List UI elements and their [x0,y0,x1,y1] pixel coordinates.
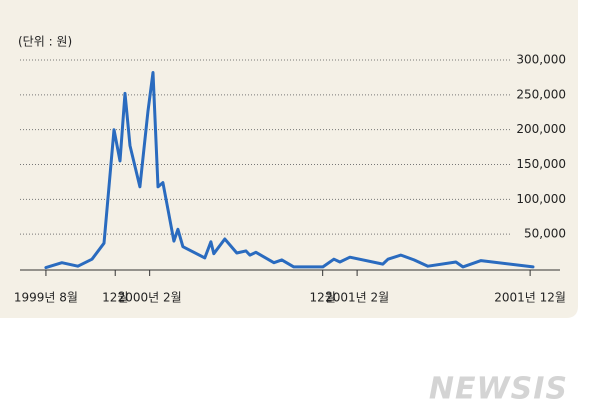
x-tick-label: 12월 [310,291,336,305]
y-tick-label: 300,000 [516,53,566,67]
y-tick-label: 250,000 [516,87,566,101]
x-tick-label: 12월 [102,291,128,305]
y-tick-label: 150,000 [516,157,566,171]
x-tick-label: 2000년 2월 [118,291,182,305]
chart-panel [0,0,578,318]
y-tick-label: 100,000 [516,192,566,206]
x-tick-label: 2001년 12월 [494,291,566,305]
y-tick-label: 200,000 [516,122,566,136]
x-tick-label: 2001년 2월 [325,291,389,305]
watermark: NEWSIS [429,372,568,407]
unit-label: (단위 : 원) [18,35,72,49]
data-line [44,71,535,270]
y-tick-label: 50,000 [524,227,566,241]
x-tick-label: 1999년 8월 [14,291,78,305]
